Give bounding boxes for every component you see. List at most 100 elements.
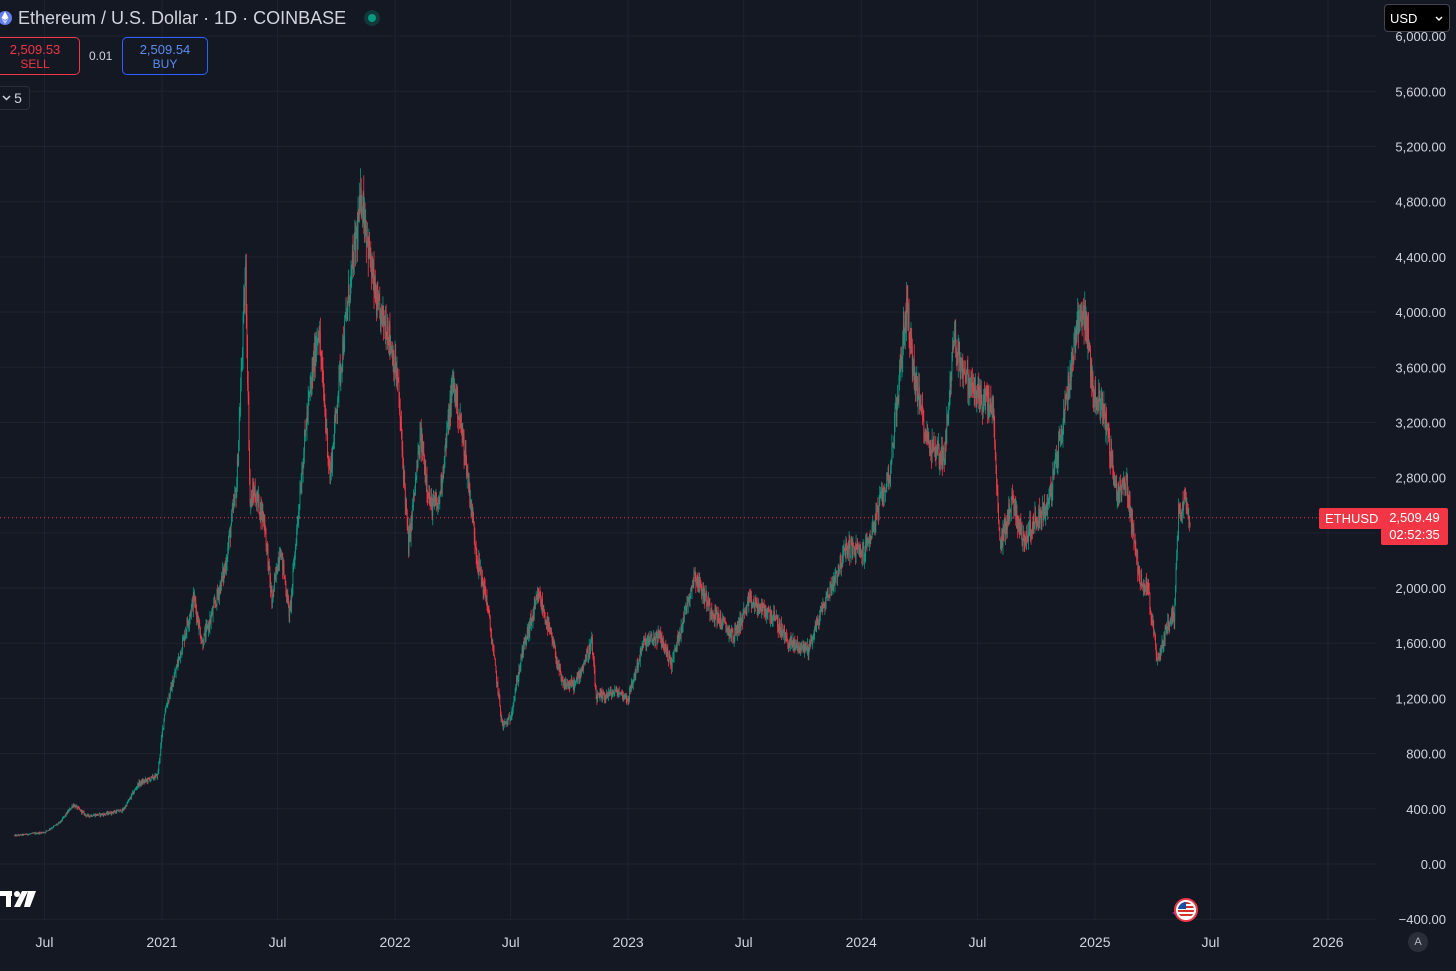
candle-body [627, 699, 629, 702]
candle-body [819, 610, 821, 615]
candle-body [465, 452, 467, 456]
candle-body [355, 233, 357, 251]
candle-body [687, 602, 688, 606]
candle-body [895, 404, 897, 417]
price-axis[interactable]: 6,000.005,600.005,200.004,800.004,400.00… [1395, 29, 1446, 927]
candle-body [843, 549, 845, 555]
candle-body [1178, 503, 1180, 511]
candle-body [1012, 500, 1014, 503]
sell-button[interactable]: 2,509.53 SELL [0, 37, 80, 75]
us-flag-event-icon[interactable] [1171, 898, 1199, 922]
candle-body [356, 228, 358, 234]
candle-body [208, 623, 210, 628]
x-tick-label: Jul [968, 934, 986, 950]
candle-body [498, 691, 500, 696]
candle-body [932, 439, 934, 452]
candle-body [856, 545, 858, 548]
currency-select[interactable]: USD [1384, 4, 1450, 32]
candle-body [281, 553, 282, 560]
candle-body [585, 661, 587, 662]
candle-body [966, 368, 968, 371]
symbol-title[interactable]: Ethereum / U.S. Dollar · 1D · COINBASE [18, 7, 347, 28]
candle-body [844, 549, 846, 555]
candle-body [253, 492, 255, 496]
candle-body [1070, 367, 1072, 382]
indicators-toggle-button[interactable]: 5 [0, 86, 30, 110]
candle-body [113, 812, 114, 814]
candle-body [1127, 474, 1128, 498]
candle-body [1116, 482, 1118, 499]
candle-body [87, 814, 89, 815]
candle-body [280, 554, 282, 560]
candle-body [276, 566, 278, 574]
candle-body [296, 519, 298, 529]
candle-body [848, 540, 849, 555]
candle-body [156, 774, 158, 779]
tradingview-logo[interactable] [0, 889, 36, 911]
time-axis[interactable]: Jul 2021 Jul 2022 Jul 2023 Jul 2024 Jul 2025 Jul 20… [36, 934, 1344, 950]
candle-body [159, 754, 161, 761]
candle-body [935, 451, 937, 456]
symbol-header[interactable]: Ethereum / U.S. Dollar · 1D · COINBASE [0, 6, 381, 30]
candle-body [812, 635, 814, 639]
candle-body [243, 300, 245, 317]
candle-body [664, 643, 666, 653]
buy-button[interactable]: 2,509.54 BUY [122, 37, 208, 75]
candle-body [557, 663, 559, 668]
candle-body [775, 616, 777, 619]
candle-body [1067, 376, 1069, 401]
candle-body [646, 640, 648, 649]
candle-body [199, 622, 201, 628]
candle-body [157, 770, 159, 775]
candle-body [666, 650, 667, 657]
candle-body [718, 617, 720, 620]
candle-body [104, 813, 105, 815]
candle-body [1083, 314, 1085, 328]
candle-body [294, 552, 296, 565]
candle-body [121, 811, 123, 813]
candle-body [1145, 577, 1147, 588]
candle-body [788, 644, 790, 649]
candle-body [540, 595, 542, 604]
candle-body [209, 618, 211, 628]
candle-body [1044, 515, 1046, 516]
candle-body [234, 491, 236, 499]
candle-body [262, 511, 264, 519]
candle-body [97, 814, 98, 816]
candle-body [31, 832, 33, 834]
candle-body [716, 611, 718, 624]
candle-body [802, 646, 803, 648]
candle-body [532, 612, 534, 621]
candle-body [984, 389, 985, 403]
candle-body [1133, 528, 1135, 543]
candle-body [350, 272, 352, 278]
candle-body [339, 365, 340, 370]
auto-scale-button[interactable]: A [1408, 932, 1428, 952]
candle-body [1116, 495, 1118, 499]
candle-body [418, 450, 420, 458]
candle-body [712, 613, 714, 617]
candle-body [758, 603, 760, 614]
candle-body [1123, 478, 1125, 484]
candle-body [1130, 512, 1132, 528]
candle-body [135, 788, 137, 790]
candle-body [979, 387, 981, 400]
candle-body [33, 832, 35, 834]
candle-body [807, 644, 808, 650]
candle-body [981, 403, 983, 407]
candle-body [370, 247, 372, 270]
candle-body [1163, 633, 1165, 647]
candle-body [1033, 525, 1035, 529]
candle-body [677, 636, 679, 638]
candle-body [1051, 492, 1052, 496]
candle-body [1031, 531, 1033, 534]
candle-body [825, 604, 826, 608]
candle-body [429, 504, 431, 506]
candle-body [124, 807, 126, 809]
candle-body [1015, 505, 1017, 521]
candle-body [177, 661, 179, 667]
candle-body [312, 369, 314, 378]
candle-body [1076, 328, 1077, 340]
candle-body [538, 595, 540, 599]
